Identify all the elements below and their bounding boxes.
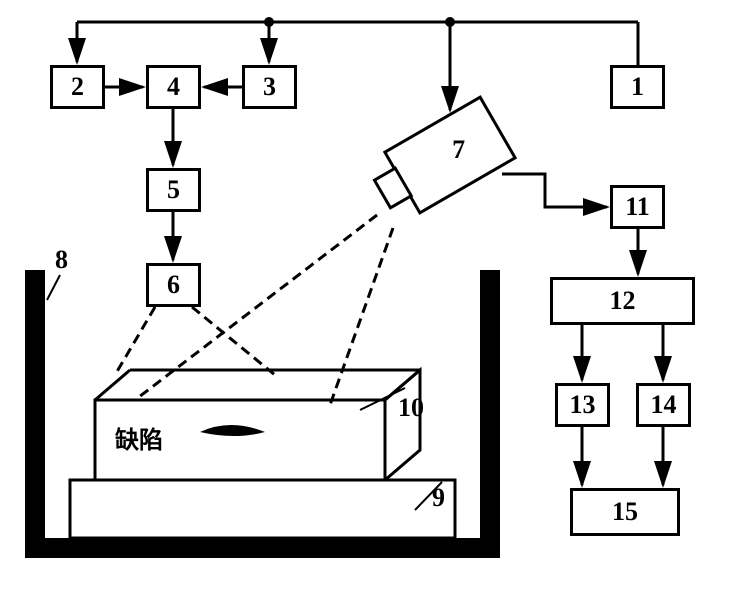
box-11-label: 11 xyxy=(625,192,650,222)
box-13: 13 xyxy=(555,383,610,427)
svg-text:7: 7 xyxy=(452,135,465,164)
defect-label: 缺陷 xyxy=(115,420,163,455)
box-3: 3 xyxy=(242,65,297,109)
box-2-label: 2 xyxy=(71,72,84,102)
box-12-label: 12 xyxy=(610,286,636,316)
box-15-label: 15 xyxy=(612,497,638,527)
box-2: 2 xyxy=(50,65,105,109)
box-5-label: 5 xyxy=(167,175,180,205)
box-6-label: 6 xyxy=(167,270,180,300)
box-4: 4 xyxy=(146,65,201,109)
box-4-label: 4 xyxy=(167,72,180,102)
label-9: 9 xyxy=(432,483,445,513)
box-3-label: 3 xyxy=(263,72,276,102)
box-1: 1 xyxy=(610,65,665,109)
box-14-label: 14 xyxy=(651,390,677,420)
box-12: 12 xyxy=(550,277,695,325)
box-14: 14 xyxy=(636,383,691,427)
label-8: 8 xyxy=(55,245,68,275)
box-15: 15 xyxy=(570,488,680,536)
box-13-label: 13 xyxy=(570,390,596,420)
box-6: 6 xyxy=(146,263,201,307)
box-11: 11 xyxy=(610,185,665,229)
box-1-label: 1 xyxy=(631,72,644,102)
box-5: 5 xyxy=(146,168,201,212)
label-10: 10 xyxy=(398,393,424,423)
